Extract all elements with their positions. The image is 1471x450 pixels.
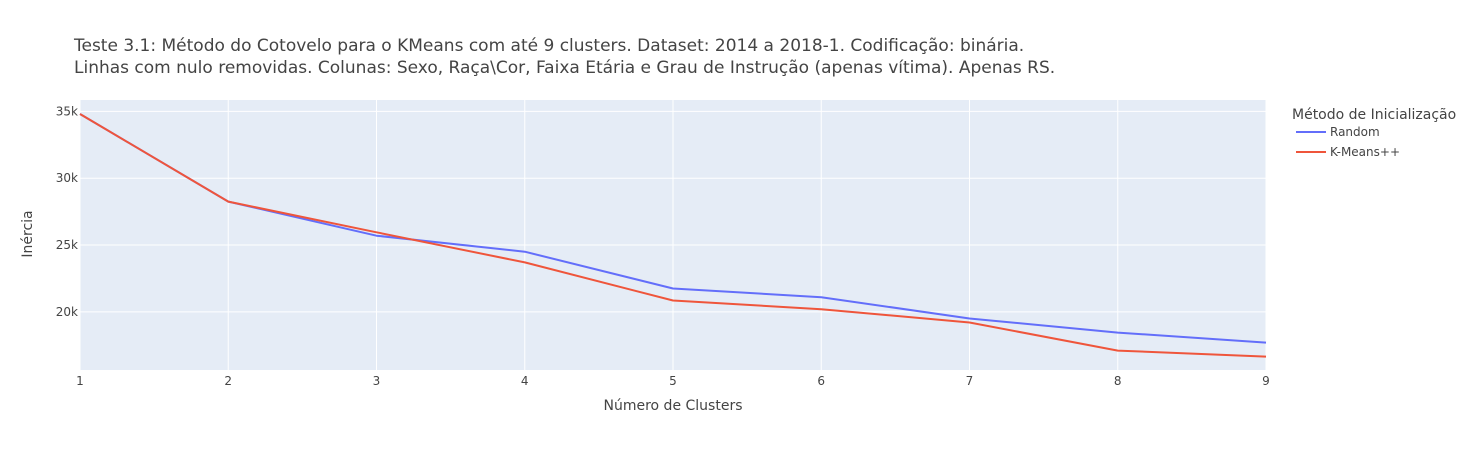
legend-label: K-Means++ <box>1330 145 1400 159</box>
x-tick-label: 7 <box>966 374 974 388</box>
y-axis-ticks: 20k 25k 30k 35k <box>56 104 78 318</box>
legend-label: Random <box>1330 125 1380 139</box>
legend-item-random[interactable]: Random <box>1296 125 1380 139</box>
series-layer <box>79 113 1267 358</box>
x-tick-label: 8 <box>1114 374 1122 388</box>
x-tick-label: 5 <box>669 374 677 388</box>
legend-item-k-means-[interactable]: K-Means++ <box>1296 145 1400 159</box>
series-line-random[interactable] <box>79 113 1267 344</box>
chart-title-line-1: Teste 3.1: Método do Cotovelo para o KMe… <box>73 36 1024 56</box>
chart-title: Teste 3.1: Método do Cotovelo para o KMe… <box>73 36 1055 78</box>
x-tick-label: 3 <box>373 374 381 388</box>
x-tick-label: 4 <box>521 374 529 388</box>
y-tick-label: 25k <box>56 238 78 252</box>
x-tick-label: 2 <box>224 374 232 388</box>
x-tick-label: 6 <box>817 374 825 388</box>
x-axis-ticks: 1 2 3 4 5 6 7 8 9 <box>76 374 1270 388</box>
x-axis-title: Número de Clusters <box>604 398 743 414</box>
x-tick-label: 9 <box>1262 374 1270 388</box>
chart-title-line-2: Linhas com nulo removidas. Colunas: Sexo… <box>74 58 1055 78</box>
grid-lines <box>79 100 1267 370</box>
x-tick-label: 1 <box>76 374 84 388</box>
y-tick-label: 20k <box>56 305 78 319</box>
legend[interactable]: Método de Inicialização Random K-Means++ <box>1292 107 1456 159</box>
y-axis-title: Inércia <box>20 210 36 257</box>
series-line-k-means-[interactable] <box>79 113 1267 358</box>
y-tick-label: 35k <box>56 104 78 118</box>
y-tick-label: 30k <box>56 171 78 185</box>
legend-title: Método de Inicialização <box>1292 107 1456 123</box>
